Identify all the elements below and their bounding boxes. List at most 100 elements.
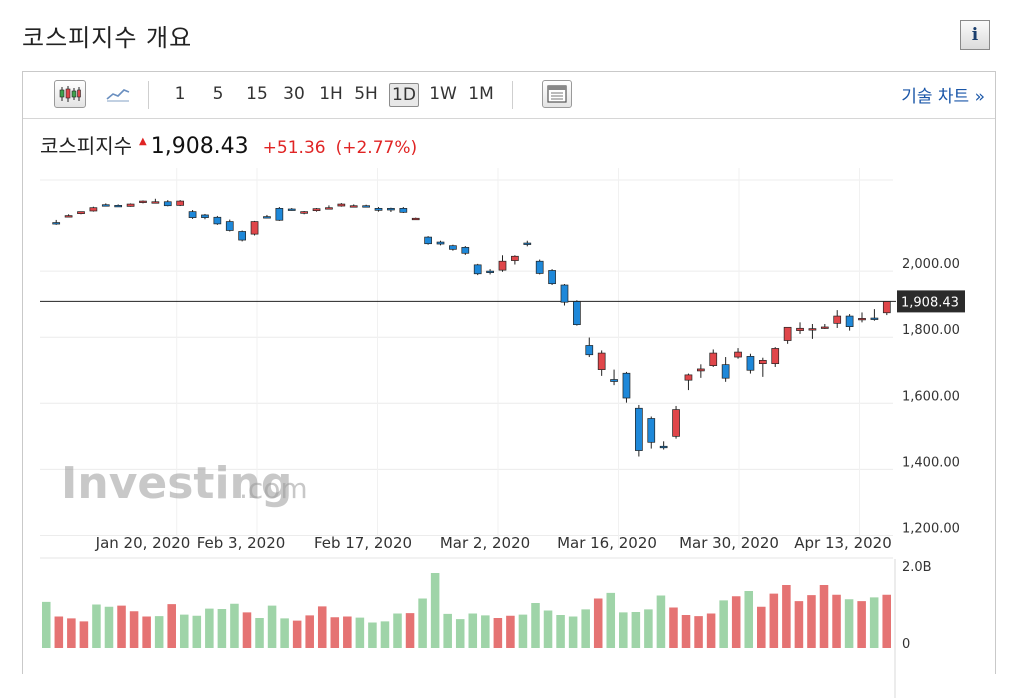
candle-body xyxy=(548,270,556,285)
volume-bar xyxy=(694,616,703,648)
candle-body xyxy=(52,222,61,225)
price-chart[interactable]: 2,000.00 1,800.00 1,600.00 1,400.00 1,200.00… xyxy=(23,168,995,698)
volume-bar xyxy=(719,600,728,648)
candle-body xyxy=(622,372,631,399)
candle-body xyxy=(659,445,668,449)
volume-bar xyxy=(242,612,252,648)
candle-body xyxy=(399,207,408,213)
candle-body xyxy=(746,356,755,371)
volume-bar xyxy=(644,609,653,648)
candle-body xyxy=(114,205,123,208)
candle-body xyxy=(610,379,618,382)
candle-body xyxy=(796,327,804,331)
candle-body xyxy=(300,211,308,214)
info-icon: i xyxy=(971,25,979,45)
volume-bar xyxy=(104,606,114,648)
candle-body xyxy=(672,409,680,437)
candle-body xyxy=(486,270,494,273)
candle-body xyxy=(337,203,346,207)
volume-bar xyxy=(368,622,377,648)
candle-body xyxy=(349,205,358,208)
timeframe-1h[interactable]: 1H xyxy=(319,84,343,104)
candle-body xyxy=(523,242,532,245)
line-chart-button[interactable] xyxy=(102,80,134,108)
candle-body xyxy=(287,208,296,211)
candle-body xyxy=(163,201,172,207)
volume-bar xyxy=(832,594,841,648)
timeframe-5[interactable]: 5 xyxy=(212,84,224,104)
volume-bar xyxy=(556,615,565,648)
candle-body xyxy=(808,328,817,331)
candlestick-chart-icon xyxy=(59,86,81,102)
volume-bar xyxy=(430,573,440,648)
candle-body xyxy=(734,351,742,358)
volume-bar xyxy=(581,609,590,648)
candle-body xyxy=(312,208,321,212)
timeframe-1m[interactable]: 1M xyxy=(468,84,494,104)
candle-body xyxy=(535,260,544,274)
volume-bar xyxy=(543,610,553,648)
candle-body xyxy=(498,260,507,271)
volume-bar xyxy=(807,595,816,648)
technical-chart-link[interactable]: 기술 차트 » xyxy=(901,87,985,107)
candle-body xyxy=(882,301,891,314)
chart-toolbar: 1 5 15 30 1H 5H 1D 1W 1M 기술 차트 » xyxy=(23,72,995,119)
table-view-button[interactable] xyxy=(542,80,572,108)
volume-bar xyxy=(455,619,465,648)
x-tick-label: Feb 3, 2020 xyxy=(197,534,286,552)
candle-body xyxy=(126,203,135,207)
toolbar-separator xyxy=(148,81,149,109)
candle-body xyxy=(362,205,370,208)
price-change-percent: (+2.77%) xyxy=(335,138,418,158)
volume-bar xyxy=(142,616,151,648)
candle-body xyxy=(684,374,693,381)
timeframe-1d[interactable]: 1D xyxy=(389,83,419,107)
candle-body xyxy=(597,352,606,370)
candle-body xyxy=(820,326,829,329)
volume-bar xyxy=(330,617,340,648)
table-view-icon xyxy=(547,85,567,103)
x-tick-label: Feb 17, 2020 xyxy=(314,534,412,552)
volume-bar xyxy=(493,618,503,648)
volume-bar xyxy=(518,614,528,648)
candle-body xyxy=(635,407,643,451)
candle-body xyxy=(696,368,705,372)
candle-body xyxy=(721,364,730,379)
volume-bar xyxy=(280,618,289,648)
candle-body xyxy=(77,211,85,214)
instrument-name: 코스피지수 xyxy=(40,134,132,158)
toolbar-separator xyxy=(512,81,513,109)
timeframe-1[interactable]: 1 xyxy=(174,84,186,104)
volume-bar xyxy=(656,595,666,648)
timeframe-1w[interactable]: 1W xyxy=(429,84,457,104)
x-tick-label: Mar 2, 2020 xyxy=(440,534,530,552)
candle-body xyxy=(176,200,185,206)
volume-bar xyxy=(769,593,779,648)
x-tick-label: Jan 20, 2020 xyxy=(95,534,191,552)
y-tick-label: 1,800.00 xyxy=(902,323,960,338)
timeframe-15[interactable]: 15 xyxy=(246,84,268,104)
x-tick-label: Mar 16, 2020 xyxy=(557,534,657,552)
candle-body xyxy=(858,318,866,321)
timeframe-30[interactable]: 30 xyxy=(283,84,305,104)
timeframe-5h[interactable]: 5H xyxy=(354,84,378,104)
volume-bar xyxy=(42,601,51,648)
candle-body xyxy=(325,207,333,210)
candle-body xyxy=(411,217,420,221)
last-price-label: 1,908.43 xyxy=(901,295,959,310)
candle-body xyxy=(870,317,879,320)
volume-bar xyxy=(681,615,691,648)
watermark-logo-suffix: .com xyxy=(239,472,308,505)
x-tick-label: Apr 13, 2020 xyxy=(794,534,892,552)
volume-bar xyxy=(117,605,126,648)
volume-bar xyxy=(606,592,616,648)
y-tick-label: 1,200.00 xyxy=(902,521,960,536)
info-button[interactable]: i xyxy=(960,20,990,50)
volume-bar xyxy=(731,596,741,648)
candle-body xyxy=(225,221,234,231)
volume-bar xyxy=(129,611,139,648)
volume-bar xyxy=(468,613,478,648)
candlestick-chart-button[interactable] xyxy=(54,80,86,108)
volume-bar xyxy=(506,615,515,648)
volume-bar xyxy=(267,605,277,648)
